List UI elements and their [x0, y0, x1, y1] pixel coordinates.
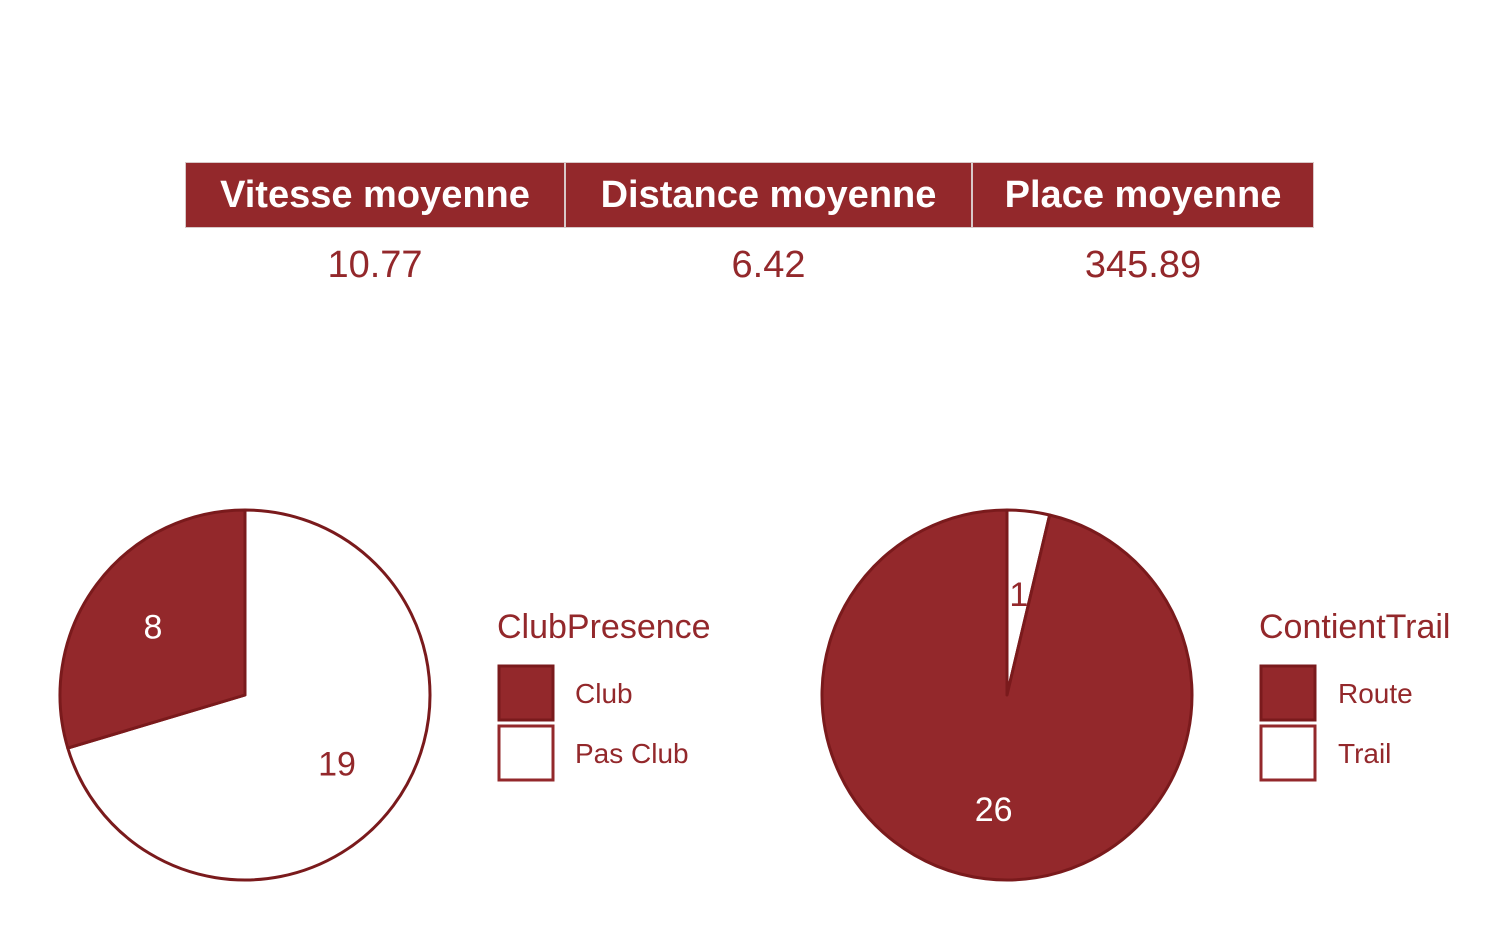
legend-title-contienttrail: ContientTrail [1259, 608, 1450, 646]
pie-chart-contienttrail: 1 26 [820, 508, 1194, 882]
legend-label-trail: Trail [1338, 738, 1391, 769]
legend-label-club: Club [575, 678, 633, 709]
legend-key-club [497, 664, 555, 722]
value-vitesse-moyenne: 10.77 [327, 244, 423, 286]
pie-label-pas-club: 19 [318, 745, 356, 783]
stats-table: Vitesse moyenne Distance moyenne Place m… [185, 162, 1314, 288]
header-place-moyenne: Place moyenne [972, 162, 1314, 228]
pie-label-trail: 1 [1009, 576, 1028, 614]
pie-slice-pas-club [66, 508, 432, 882]
pie-label-club: 8 [144, 609, 163, 647]
header-vitesse-moyenne: Vitesse moyenne [185, 162, 565, 228]
legend-title-clubpresence: ClubPresence [497, 608, 711, 646]
legend-clubpresence: ClubPresence Club Pas Club [497, 608, 711, 782]
value-distance-moyenne: 6.42 [731, 244, 806, 286]
legend-key-trail [1259, 724, 1317, 782]
pie-chart-clubpresence: 19 8 [58, 508, 432, 882]
header-distance-moyenne: Distance moyenne [565, 162, 972, 228]
legend-contienttrail: ContientTrail Route Trail [1259, 608, 1450, 782]
legend-key-pas-club [497, 724, 555, 782]
legend-key-route [1259, 664, 1317, 722]
pie-slice-route [820, 508, 1194, 882]
value-place-moyenne: 345.89 [1084, 244, 1202, 286]
stats-header-row: Vitesse moyenne Distance moyenne Place m… [185, 162, 1314, 228]
pie-slice-club [58, 508, 247, 750]
legend-label-route: Route [1338, 678, 1413, 709]
stats-value-row: 10.77 6.42 345.89 [185, 228, 1314, 288]
pie-label-route: 26 [975, 791, 1013, 829]
legend-label-pas-club: Pas Club [575, 738, 689, 769]
